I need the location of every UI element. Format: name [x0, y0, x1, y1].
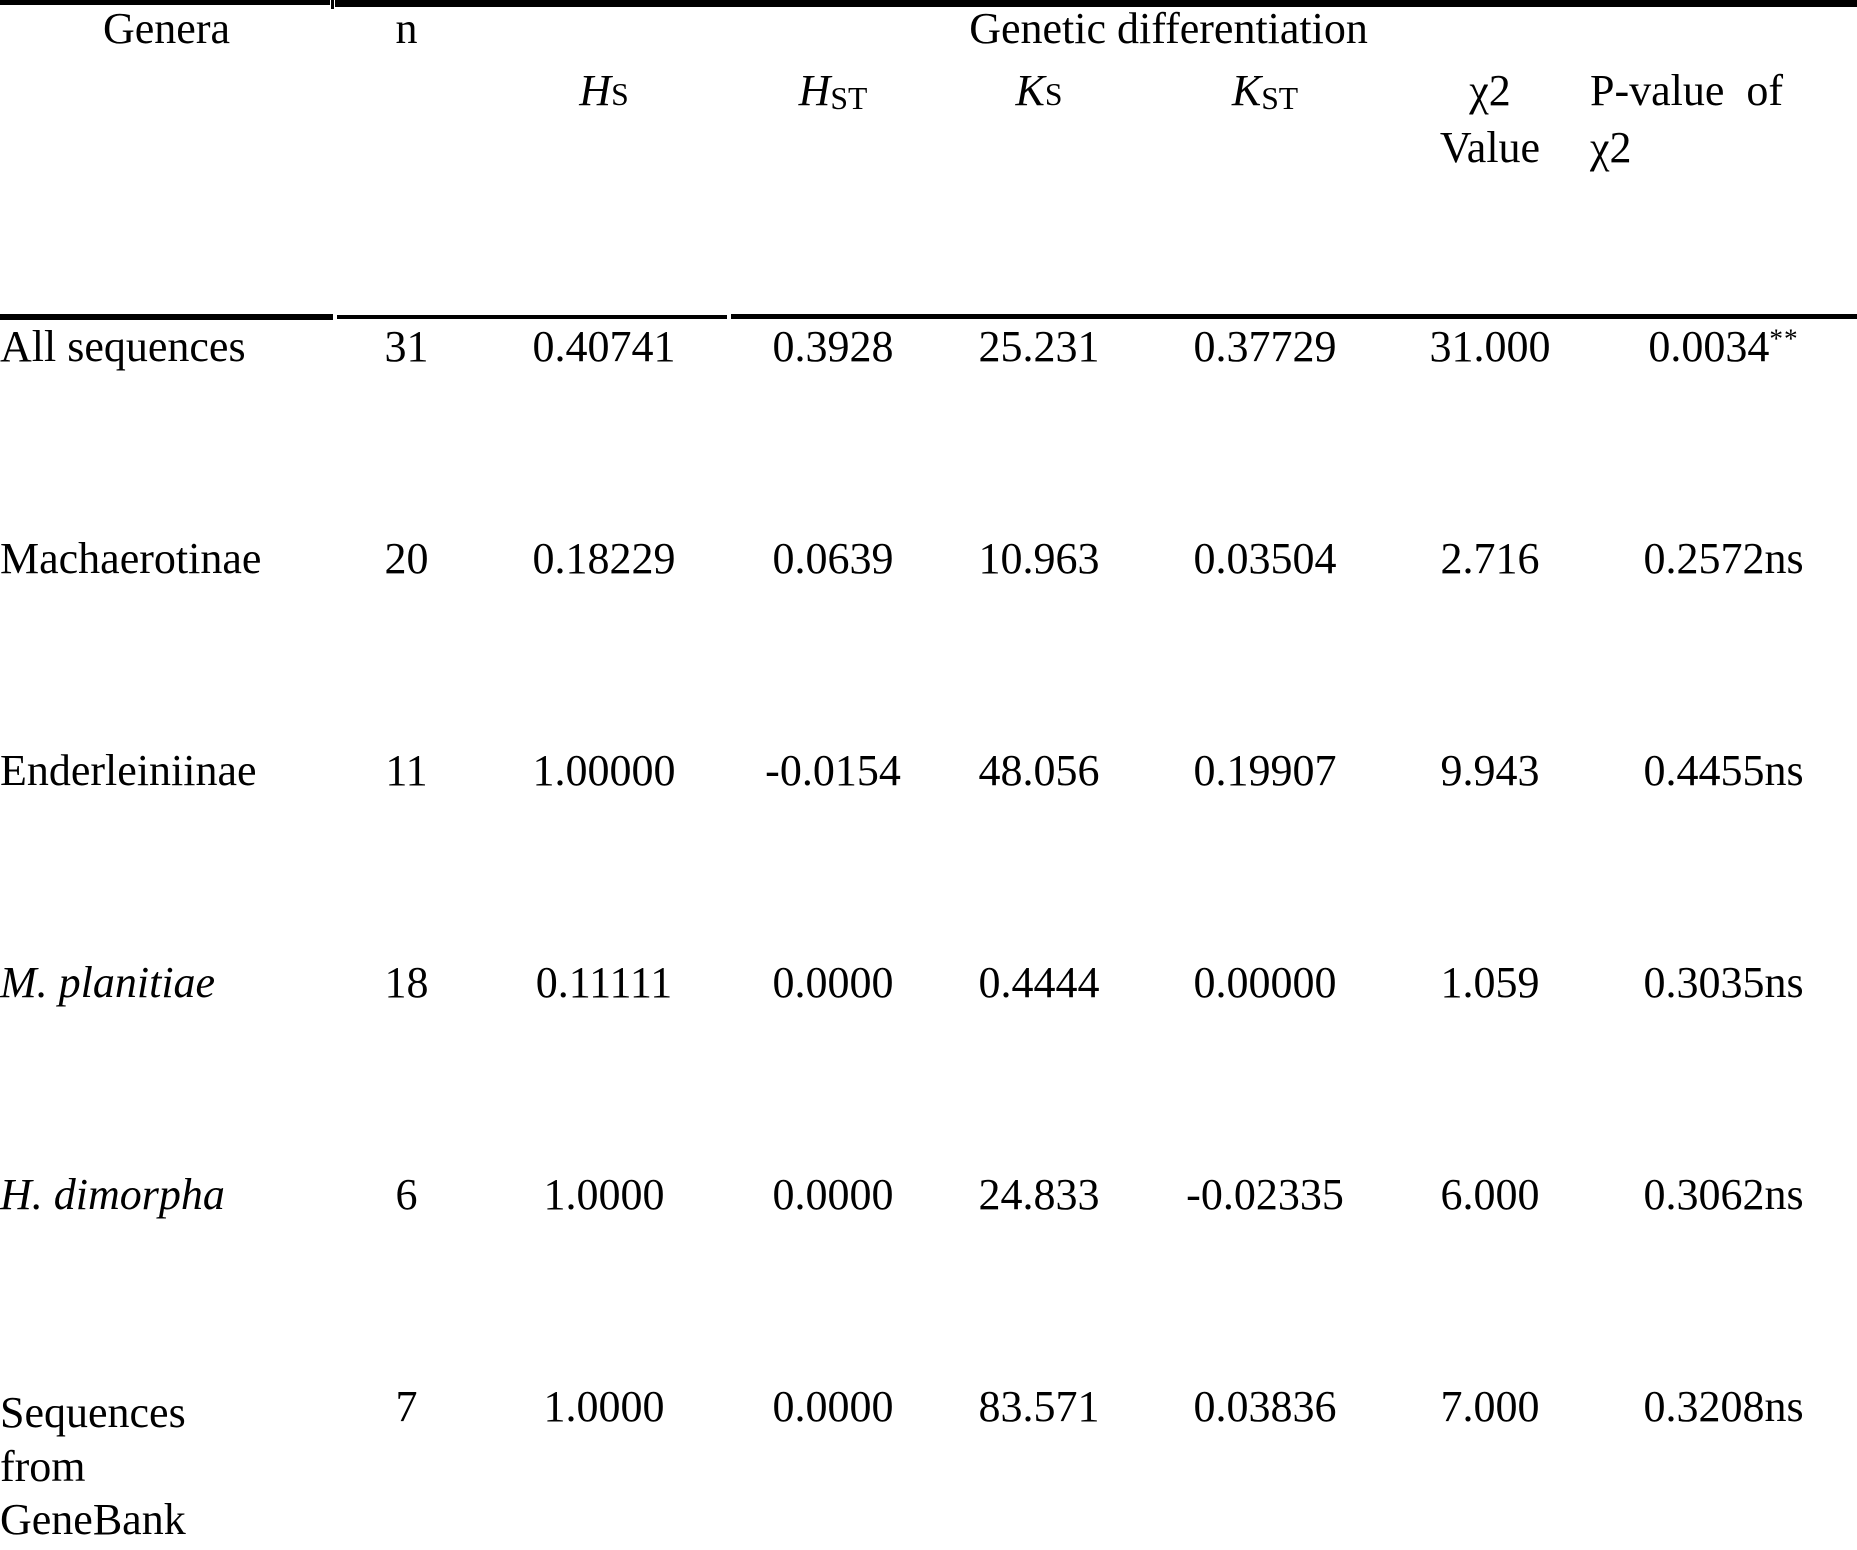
chi2-value-column-header: χ2 Value	[1439, 66, 1541, 173]
hs-cell: 1.0000	[543, 1382, 665, 1431]
table-row: All sequences 31 0.40741 0.3928 25.231 0…	[0, 318, 1857, 530]
chi2-cell: 1.059	[1440, 958, 1540, 1007]
genera-cell: Enderleiniinae	[0, 746, 257, 795]
kst-cell: 0.00000	[1193, 958, 1337, 1007]
genera-cell: Machaerotinae	[0, 534, 262, 583]
n-column-header: n	[395, 4, 418, 53]
kst-subscript: ST	[1261, 80, 1299, 116]
kst-cell: -0.02335	[1186, 1170, 1344, 1219]
hs-cell: 0.40741	[532, 322, 676, 371]
table-row: M. planitiae 18 0.11111 0.0000 0.4444 0.…	[0, 954, 1857, 1166]
pvalue-cell: 0.3208ns	[1643, 1382, 1804, 1431]
hst-cell: 0.0000	[772, 1170, 894, 1219]
pvalue-column-header: P-value of χ2	[1590, 66, 1784, 173]
ks-subscript: S	[1044, 77, 1063, 112]
ks-cell: 48.056	[978, 746, 1100, 795]
n-cell: 6	[395, 1170, 418, 1219]
header-divider-left-segment	[0, 314, 333, 320]
table-row: Enderleiniinae 11 1.00000 -0.0154 48.056…	[0, 742, 1857, 954]
hst-cell: 0.3928	[772, 322, 894, 371]
pvalue-cell: 0.0034**	[1590, 318, 1857, 530]
table-row: Sequences from GeneBank 7 1.0000 0.0000 …	[0, 1378, 1857, 1550]
genera-cell: All sequences	[0, 322, 246, 371]
hst-symbol: H	[798, 66, 831, 115]
kst-cell: 0.37729	[1193, 322, 1337, 371]
chi2-cell: 9.943	[1440, 746, 1540, 795]
significance-stars: **	[1769, 323, 1799, 354]
pvalue-cell: 0.4455ns	[1643, 746, 1804, 795]
kst-cell: 0.03504	[1193, 534, 1337, 583]
pvalue-text: 0.0034	[1648, 322, 1770, 371]
n-cell: 7	[395, 1382, 418, 1431]
top-rule-left-segment	[0, 0, 330, 5]
genera-cell: M. planitiae	[0, 958, 216, 1007]
table-row: H. dimorpha 6 1.0000 0.0000 24.833 -0.02…	[0, 1166, 1857, 1378]
n-cell: 18	[384, 958, 429, 1007]
genera-cell: Sequences from GeneBank	[0, 1388, 186, 1545]
chi2-cell: 6.000	[1440, 1170, 1540, 1219]
hst-cell: 0.0639	[772, 534, 894, 583]
hs-cell: 0.11111	[535, 958, 673, 1007]
header-row-top: Genera n Genetic differentiation	[0, 0, 1857, 62]
hst-column-header: HST	[728, 62, 938, 318]
hst-subscript: ST	[830, 80, 868, 116]
table-row: Machaerotinae 20 0.18229 0.0639 10.963 0…	[0, 530, 1857, 742]
chi2-cell: 7.000	[1440, 1382, 1540, 1431]
header-divider-middle-segment	[337, 315, 727, 319]
pvalue-cell: 0.2572ns	[1643, 534, 1804, 583]
header-row-stats: HS HST KS KST χ2 Value P-value of χ2	[0, 62, 1857, 318]
ks-cell: 25.231	[978, 322, 1100, 371]
kst-cell: 0.19907	[1193, 746, 1337, 795]
hs-symbol: H	[579, 66, 612, 115]
top-rule-tick	[331, 0, 334, 9]
hst-cell: 0.0000	[772, 1382, 894, 1431]
n-cell: 11	[385, 746, 428, 795]
chi2-cell: 2.716	[1440, 534, 1540, 583]
kst-column-header: KST	[1140, 62, 1390, 318]
hs-column-header: HS	[480, 62, 728, 318]
hs-cell: 0.18229	[532, 534, 676, 583]
top-rule-right-segment	[335, 0, 1857, 7]
hst-cell: -0.0154	[765, 746, 901, 795]
hst-cell: 0.0000	[772, 958, 894, 1007]
genetic-differentiation-spanner-header: Genetic differentiation	[969, 4, 1368, 53]
hs-cell: 1.00000	[532, 746, 676, 795]
pvalue-cell: 0.3062ns	[1643, 1170, 1804, 1219]
kst-symbol: K	[1231, 66, 1262, 115]
pvalue-cell: 0.3035ns	[1643, 958, 1804, 1007]
ks-cell: 10.963	[978, 534, 1100, 583]
hs-cell: 1.0000	[543, 1170, 665, 1219]
ks-cell: 24.833	[978, 1170, 1100, 1219]
ks-symbol: K	[1015, 66, 1045, 115]
kst-cell: 0.03836	[1193, 1382, 1337, 1431]
genera-column-header: Genera	[102, 4, 230, 53]
n-cell: 20	[384, 534, 429, 583]
ks-cell: 0.4444	[978, 958, 1100, 1007]
ks-cell: 83.571	[978, 1382, 1100, 1431]
ks-column-header: KS	[938, 62, 1140, 318]
n-cell: 31	[384, 322, 429, 371]
hs-subscript: S	[611, 77, 629, 112]
chi2-cell: 31.000	[1429, 322, 1551, 371]
genera-cell: H. dimorpha	[0, 1170, 225, 1219]
header-divider-right-segment	[731, 314, 1857, 319]
